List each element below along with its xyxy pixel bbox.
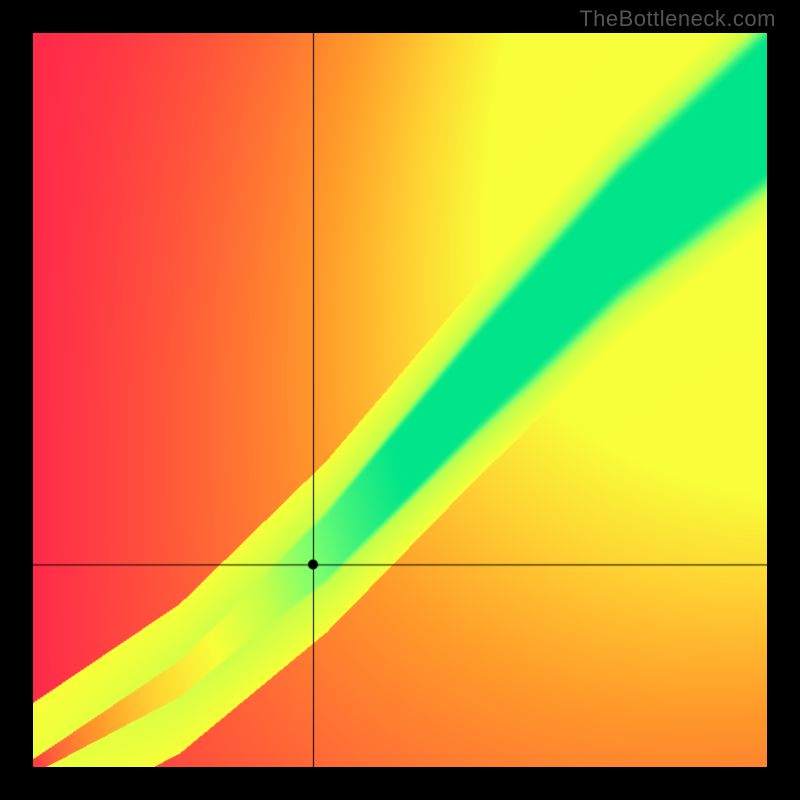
- chart-container: TheBottleneck.com: [0, 0, 800, 800]
- watermark-text: TheBottleneck.com: [579, 6, 776, 32]
- bottleneck-heatmap: [33, 33, 767, 767]
